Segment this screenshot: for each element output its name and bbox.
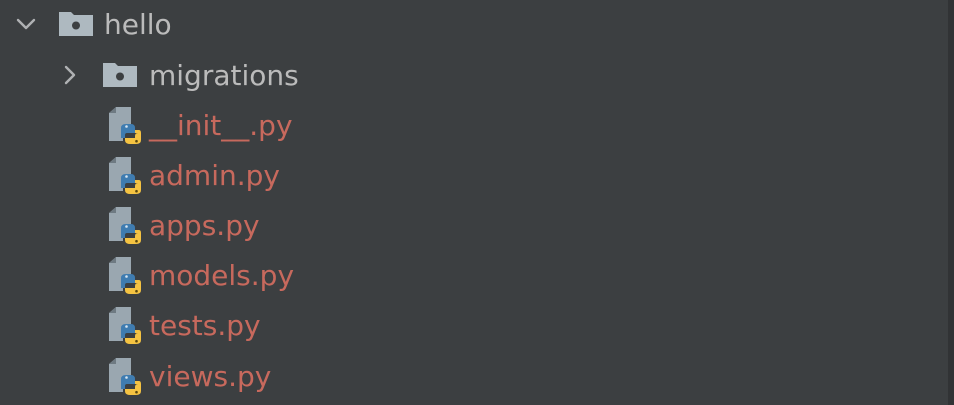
tree-node-migrations[interactable]: migrations [0, 51, 948, 101]
scrollbar-track[interactable] [948, 0, 954, 405]
tree-node-label: hello [104, 8, 172, 41]
tree-node-label: apps.py [149, 209, 260, 242]
python-file-icon [107, 107, 141, 145]
chevron-right-icon[interactable] [58, 63, 82, 87]
folder-icon [59, 10, 93, 36]
tree-node-label: admin.py [149, 159, 280, 192]
tree-node-init-py[interactable]: __init__.py [0, 101, 948, 151]
tree-node-models-py[interactable]: models.py [0, 251, 948, 301]
tree-node-label: migrations [149, 59, 299, 92]
tree-node-admin-py[interactable]: admin.py [0, 151, 948, 201]
python-file-icon [107, 207, 141, 245]
tree-node-views-py[interactable]: views.py [0, 352, 948, 402]
python-file-icon [107, 307, 141, 345]
tree-node-label: models.py [149, 259, 295, 292]
python-file-icon [107, 358, 141, 396]
chevron-down-icon[interactable] [14, 12, 38, 36]
folder-icon [103, 61, 137, 87]
tree-node-tests-py[interactable]: tests.py [0, 301, 948, 351]
tree-node-hello[interactable]: hello [0, 0, 948, 50]
tree-node-label: tests.py [149, 309, 261, 342]
python-file-icon [107, 257, 141, 295]
tree-node-label: views.py [149, 360, 272, 393]
tree-node-apps-py[interactable]: apps.py [0, 201, 948, 251]
tree-node-label: __init__.py [149, 109, 293, 142]
python-file-icon [107, 157, 141, 195]
